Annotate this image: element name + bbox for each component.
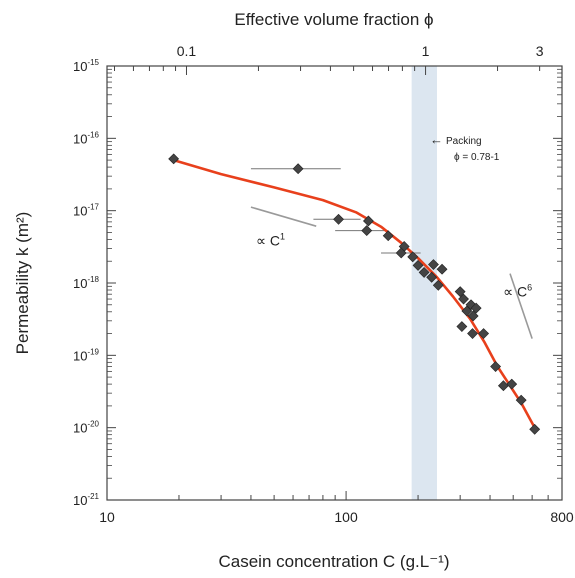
packing-arrow: ← — [430, 132, 443, 147]
y-tick-label: 10-17 — [73, 203, 100, 219]
data-point — [382, 230, 394, 242]
data-point — [478, 328, 490, 339]
top-tick-label: 3 — [536, 43, 544, 59]
packing-band — [411, 66, 437, 500]
slope-guide-layer — [250, 206, 533, 339]
data-point — [506, 378, 518, 390]
data-point — [436, 263, 448, 275]
data-point — [467, 328, 478, 339]
data-point-layer — [168, 153, 541, 435]
y-tick-label: 10-21 — [73, 492, 100, 508]
tick-layer: 10 100 800 0.1 1 3 10-15 10-16 10-17 10-18 10-19 10… — [73, 43, 574, 525]
data-point — [529, 423, 541, 435]
data-point — [418, 267, 430, 278]
data-point — [432, 279, 444, 291]
annotation-c6: ∝ C6 — [503, 283, 532, 300]
x-tick-label: 100 — [334, 509, 358, 525]
x-tick-label: 10 — [99, 509, 115, 525]
data-point — [333, 213, 344, 225]
y-axis-title: Permeability k (m²) — [13, 212, 32, 355]
fit-curve-layer — [172, 158, 536, 429]
data-point — [490, 361, 502, 372]
x-axis-title: Casein concentration C (g.L⁻¹) — [218, 552, 449, 571]
data-point — [362, 215, 374, 227]
data-point — [407, 251, 419, 263]
data-point — [395, 247, 407, 259]
data-point — [458, 293, 469, 305]
top-tick-label: 0.1 — [177, 43, 197, 59]
slope-guide-1 — [250, 206, 317, 227]
y-tick-label: 10-19 — [73, 347, 100, 363]
data-point — [168, 153, 180, 165]
data-point — [467, 310, 479, 322]
data-point — [412, 259, 424, 271]
data-point — [456, 321, 468, 332]
x-tick-label: 800 — [550, 509, 574, 525]
data-point — [426, 271, 438, 283]
data-point — [515, 394, 527, 406]
packing-phi-label: ϕ = 0.78-1 — [454, 152, 500, 163]
data-point — [361, 225, 373, 237]
data-point — [292, 163, 304, 175]
slope-guide-2 — [509, 273, 533, 339]
fit-curve — [172, 158, 536, 429]
y-tick-label: 10-15 — [73, 58, 100, 74]
plot-frame — [106, 65, 563, 501]
top-axis-title: Effective volume fraction ϕ — [234, 10, 433, 29]
packing-label: Packing — [446, 136, 482, 147]
y-tick-label: 10-16 — [73, 130, 100, 146]
data-point — [428, 259, 439, 270]
data-point — [470, 302, 482, 314]
top-tick-label: 1 — [422, 43, 430, 59]
annotation-c1: ∝ C1 — [256, 231, 285, 248]
y-tick-label: 10-18 — [73, 275, 100, 291]
packing-band-layer — [411, 66, 437, 500]
data-point — [454, 286, 466, 298]
y-tick-label: 10-20 — [73, 420, 100, 436]
